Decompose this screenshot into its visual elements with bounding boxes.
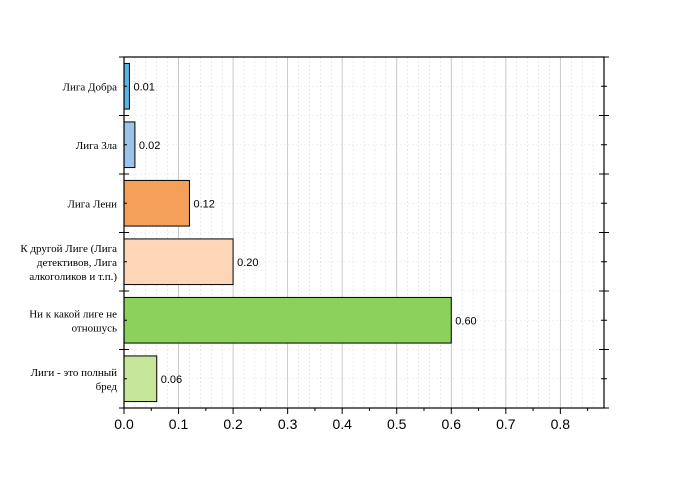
value-label-0: 0.01	[133, 81, 154, 93]
x-tick-label-5: 0.5	[387, 416, 407, 432]
x-tick-label-4: 0.4	[332, 416, 352, 432]
category-label-line: детективов, Лига	[37, 257, 117, 269]
category-label-line: К другой Лиге (Лига	[20, 243, 117, 255]
axes-layer	[119, 56, 609, 414]
category-label-line: Лига Лени	[67, 198, 117, 210]
category-label-line: алкоголиков и т.п.)	[29, 271, 117, 283]
x-tick-label-3: 0.3	[278, 416, 298, 432]
bar-2	[123, 179, 190, 227]
value-label-3: 0.20	[237, 257, 258, 269]
category-label-line: Лига Зла	[76, 140, 117, 152]
value-label-2: 0.12	[193, 198, 214, 210]
value-label-5: 0.06	[161, 374, 182, 386]
category-label-0: Лига Добра	[63, 81, 118, 93]
x-tick-label-8: 0.8	[551, 416, 571, 432]
value-label-4: 0.60	[455, 315, 476, 327]
category-label-line: Лиги - это полный	[31, 367, 118, 379]
x-tick-label-0: 0.0	[114, 416, 134, 432]
value-label-1: 0.02	[139, 140, 160, 152]
category-label-1: Лига Зла	[76, 140, 117, 152]
bar-5	[123, 355, 158, 403]
bar-3	[123, 238, 234, 286]
grid-layer	[124, 56, 604, 409]
bars-layer	[123, 62, 452, 403]
category-label-5: Лиги - это полный бред	[31, 367, 118, 393]
x-tick-label-2: 0.2	[223, 416, 243, 432]
x-tick-label-6: 0.6	[442, 416, 462, 432]
labels-layer: 0.01 Лига Добра 0.02 Лига Зла 0.12 Лига Лени 0…	[20, 81, 570, 432]
bar-4	[123, 296, 452, 344]
category-label-line: Ни к какой лиге не	[29, 308, 117, 320]
category-label-line: бред	[96, 381, 118, 393]
category-label-3: К другой Лиге (Лига детективов, Лига алког…	[20, 243, 117, 283]
category-label-4: Ни к какой лиге не отношусь	[29, 308, 117, 334]
category-label-line: отношусь	[72, 322, 117, 334]
category-label-line: Лига Добра	[63, 81, 118, 93]
x-tick-label-1: 0.1	[169, 416, 189, 432]
category-label-2: Лига Лени	[67, 198, 117, 210]
x-tick-label-7: 0.7	[496, 416, 516, 432]
